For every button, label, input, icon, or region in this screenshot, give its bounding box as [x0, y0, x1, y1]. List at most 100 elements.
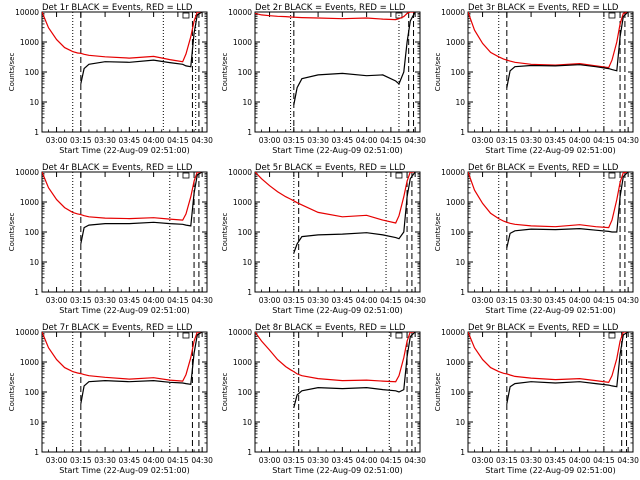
marker-box [608, 12, 616, 19]
x-tick-label: 03:00 [259, 136, 281, 145]
black-events-series-line [80, 12, 203, 85]
chart-panel: Det 5r BLACK = Events, RED = LLD 1 10 100 10… [221, 163, 426, 315]
y-axis-label: Counts/sec [221, 213, 229, 252]
y-tick-label: 1 [34, 128, 39, 137]
plot-frame [467, 331, 634, 453]
x-tick-label: 03:15 [283, 456, 305, 465]
y-tick-label: 10 [455, 98, 465, 107]
y-tick-label: 10000 [228, 168, 252, 177]
red-lld-series-line [468, 12, 629, 69]
x-tick-label: 04:15 [380, 456, 402, 465]
plot-frame [467, 11, 634, 133]
black-events-series-line [293, 172, 416, 254]
x-axis-label: Start Time (22-Aug-09 02:51:00) [59, 146, 190, 155]
marker-box [182, 332, 190, 339]
y-tick-label: 10000 [441, 168, 465, 177]
plot-frame [254, 171, 421, 293]
y-tick-label: 10 [29, 258, 39, 267]
chart-title: Det 4r BLACK = Events, RED = LLD [42, 163, 193, 173]
x-tick-label: 03:15 [283, 136, 305, 145]
x-tick-label: 03:30 [94, 136, 116, 145]
red-lld-series-line [255, 12, 416, 21]
black-events-series-line [293, 332, 416, 408]
y-tick-label: 10 [242, 258, 252, 267]
x-tick-label: 04:15 [380, 296, 402, 305]
y-tick-label: 1000 [20, 198, 39, 207]
chart-panel: Det 8r BLACK = Events, RED = LLD 1 10 100 10… [221, 323, 426, 475]
x-tick-label: 03:30 [307, 456, 329, 465]
x-tick-label: 03:00 [472, 136, 494, 145]
y-tick-label: 1000 [446, 38, 465, 47]
x-tick-label: 04:00 [143, 296, 165, 305]
y-tick-label: 100 [25, 68, 40, 77]
plot-frame [467, 171, 634, 293]
x-tick-label: 03:30 [307, 136, 329, 145]
x-tick-label: 03:00 [46, 456, 68, 465]
y-tick-label: 10000 [441, 8, 465, 17]
x-tick-label: 03:15 [496, 136, 518, 145]
x-axis-label: Start Time (22-Aug-09 02:51:00) [59, 466, 190, 475]
x-tick-label: 04:30 [404, 296, 426, 305]
y-tick-label: 10 [29, 418, 39, 427]
y-tick-label: 1 [247, 288, 252, 297]
x-tick-label: 03:00 [259, 456, 281, 465]
x-axis-label: Start Time (22-Aug-09 02:51:00) [485, 466, 616, 475]
y-axis-label: Counts/sec [221, 373, 229, 412]
y-tick-label: 10000 [15, 8, 39, 17]
y-axis-label: Counts/sec [434, 53, 442, 92]
y-tick-label: 1000 [233, 358, 252, 367]
y-axis-label: Counts/sec [221, 53, 229, 92]
x-axis-label: Start Time (22-Aug-09 02:51:00) [485, 146, 616, 155]
y-tick-label: 100 [25, 388, 40, 397]
x-tick-label: 03:45 [545, 136, 567, 145]
chart-panel: Det 7r BLACK = Events, RED = LLD 1 10 100 10… [8, 323, 213, 475]
x-tick-label: 03:30 [307, 296, 329, 305]
x-tick-label: 04:15 [593, 296, 615, 305]
y-tick-label: 1 [34, 288, 39, 297]
x-tick-label: 04:00 [143, 136, 165, 145]
x-tick-label: 03:15 [70, 136, 92, 145]
red-lld-series-line [42, 12, 203, 63]
x-axis-label: Start Time (22-Aug-09 02:51:00) [272, 466, 403, 475]
plot-frame [254, 11, 421, 133]
red-lld-series-line [468, 332, 629, 383]
y-tick-label: 10 [242, 98, 252, 107]
x-tick-label: 03:30 [94, 456, 116, 465]
x-tick-label: 04:30 [191, 296, 213, 305]
x-tick-label: 04:00 [356, 296, 378, 305]
y-tick-label: 100 [238, 68, 253, 77]
x-axis-label: Start Time (22-Aug-09 02:51:00) [272, 306, 403, 315]
y-tick-label: 1000 [446, 198, 465, 207]
y-tick-label: 100 [25, 228, 40, 237]
marker-box [182, 172, 190, 179]
red-lld-series-line [42, 332, 203, 382]
chart-title: Det 8r BLACK = Events, RED = LLD [255, 323, 406, 333]
plot-frame [254, 331, 421, 453]
x-tick-label: 04:00 [569, 296, 591, 305]
x-tick-label: 03:45 [119, 296, 141, 305]
x-tick-label: 03:15 [283, 296, 305, 305]
x-tick-label: 04:15 [593, 456, 615, 465]
x-tick-label: 03:15 [70, 456, 92, 465]
y-tick-label: 1 [34, 448, 39, 457]
x-tick-label: 04:00 [356, 456, 378, 465]
x-tick-label: 03:30 [94, 296, 116, 305]
black-events-series-line [506, 12, 629, 88]
x-tick-label: 04:00 [143, 456, 165, 465]
chart-title: Det 7r BLACK = Events, RED = LLD [42, 323, 193, 333]
plot-frame [41, 171, 208, 293]
x-axis-label: Start Time (22-Aug-09 02:51:00) [59, 306, 190, 315]
red-lld-series-line [42, 172, 203, 221]
x-tick-label: 04:30 [404, 456, 426, 465]
x-tick-label: 03:15 [496, 456, 518, 465]
y-tick-label: 10 [455, 418, 465, 427]
black-events-series-line [80, 172, 203, 245]
y-tick-label: 1000 [446, 358, 465, 367]
chart-title: Det 6r BLACK = Events, RED = LLD [468, 163, 619, 173]
y-tick-label: 100 [238, 228, 253, 237]
x-tick-label: 04:30 [191, 456, 213, 465]
x-tick-label: 03:45 [545, 456, 567, 465]
x-tick-label: 04:30 [404, 136, 426, 145]
y-tick-label: 10000 [15, 168, 39, 177]
